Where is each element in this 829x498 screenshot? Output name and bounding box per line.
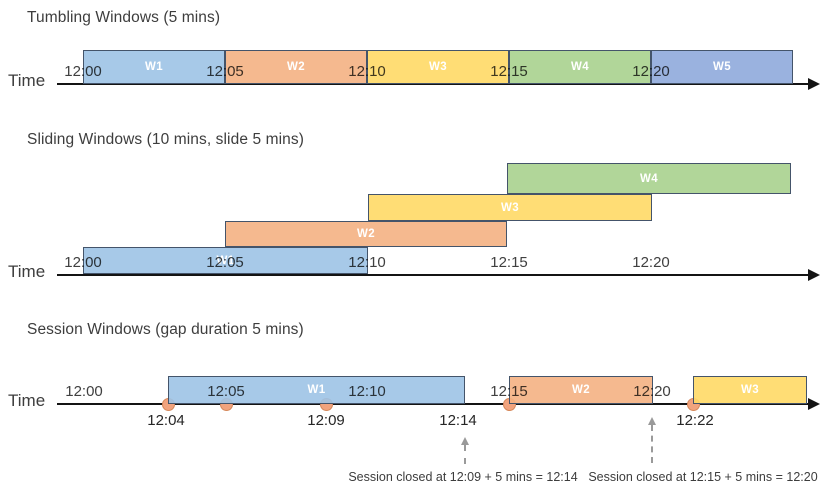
event-time-label: 12:04 [147, 412, 185, 429]
axis-arrow-icon [808, 398, 820, 410]
window-w1: W1 [83, 50, 225, 84]
window-w4: W4 [507, 163, 791, 194]
time-axis-label: Time [8, 71, 46, 90]
tick-label: 12:05 [206, 63, 244, 80]
window-label: W3 [500, 201, 520, 214]
tick-label: 12:15 [490, 383, 528, 400]
window-w2: W2 [225, 50, 367, 84]
event-time-label: 12:14 [439, 412, 477, 429]
session-closed-note: Session closed at 12:09 + 5 mins = 12:14 [348, 470, 578, 484]
arrow-up-icon [647, 417, 656, 425]
window-w2: W2 [225, 221, 507, 247]
window-label: W2 [571, 384, 591, 396]
event-time-label: 12:22 [676, 412, 714, 429]
tick-label: 12:15 [490, 254, 528, 271]
tick-label: 12:05 [206, 254, 244, 271]
tick-label: 12:10 [348, 383, 386, 400]
time-axis [57, 83, 810, 85]
window-w3: W3 [367, 50, 509, 84]
event-time-label: 12:09 [307, 412, 345, 429]
window-w3: W3 [693, 376, 807, 404]
window-label: W1 [144, 61, 164, 73]
tick-label: 12:05 [207, 383, 245, 400]
arrow-up-icon [460, 437, 469, 445]
window-label: W3 [428, 61, 448, 73]
tick-label: 12:00 [64, 254, 102, 271]
tick-label: 12:10 [348, 63, 386, 80]
section-title: Sliding Windows (10 mins, slide 5 mins) [27, 131, 304, 148]
window-label: W1 [216, 254, 235, 267]
window-label: W2 [356, 228, 376, 240]
window-w2: W2 [509, 376, 653, 404]
time-axis-label: Time [8, 262, 46, 281]
window-label: W1 [307, 384, 326, 396]
window-w3: W3 [368, 194, 652, 221]
axis-arrow-icon [808, 269, 820, 281]
window-label: W4 [570, 61, 590, 73]
tick-label: 12:10 [348, 254, 386, 271]
window-label: W4 [639, 172, 659, 185]
window-w1: W1 [83, 247, 368, 274]
time-axis [57, 274, 810, 276]
window-w4: W4 [509, 50, 651, 84]
axis-arrow-icon [808, 78, 820, 90]
time-axis-label: Time [8, 391, 46, 410]
tick-label: 12:00 [65, 383, 103, 400]
section-title: Session Windows (gap duration 5 mins) [27, 321, 304, 338]
time-axis [57, 403, 810, 405]
window-w1: W1 [168, 376, 465, 404]
tick-label: 12:20 [632, 63, 670, 80]
tick-label: 12:15 [490, 63, 528, 80]
tick-label: 12:20 [632, 254, 670, 271]
section-title: Tumbling Windows (5 mins) [27, 9, 221, 26]
session-closed-note: Session closed at 12:15 + 5 mins = 12:20 [588, 470, 818, 484]
dashed-arrow [464, 445, 466, 464]
window-label: W5 [712, 61, 732, 73]
dashed-arrow [651, 425, 653, 463]
tick-label: 12:00 [64, 63, 102, 80]
window-w5: W5 [651, 50, 793, 84]
tick-label: 12:20 [633, 383, 671, 400]
window-label: W3 [740, 384, 760, 396]
window-label: W2 [286, 61, 306, 73]
